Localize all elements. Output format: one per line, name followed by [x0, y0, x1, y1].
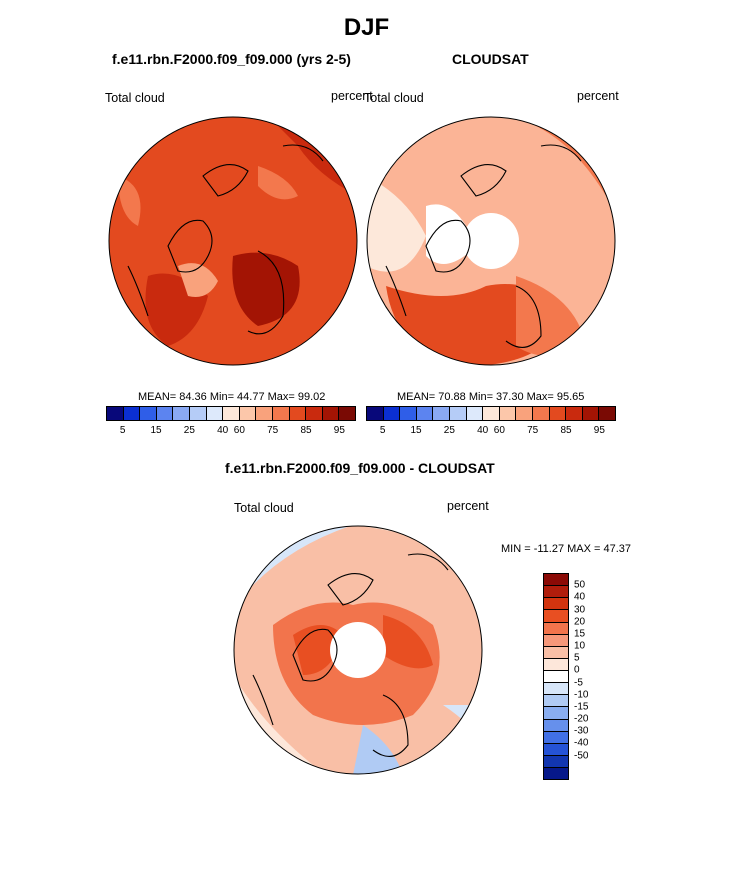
- colorbar-tick-label: 85: [560, 425, 572, 436]
- colorbar-tick-label: 5: [379, 425, 386, 436]
- colorbar-tick-label: 60: [233, 425, 245, 436]
- colorbar-tick-label: 15: [410, 425, 422, 436]
- panel-2-variable-label: Total cloud: [364, 91, 424, 105]
- colorbar-swatch: [544, 646, 568, 659]
- colorbar-swatch: [499, 407, 517, 420]
- colorbar-swatch: [532, 407, 550, 420]
- colorbar-swatch: [400, 407, 417, 420]
- colorbar-tick-label: -5: [574, 677, 583, 689]
- colorbar-swatch: [582, 407, 600, 420]
- colorbar-swatch: [544, 707, 568, 720]
- colorbar-tick-label: -20: [574, 713, 589, 725]
- colorbar-swatch: [189, 407, 207, 420]
- colorbar-swatch: [383, 407, 401, 420]
- colorbar-swatch: [544, 658, 568, 671]
- colorbar-tick-label: 30: [574, 604, 586, 616]
- colorbar-tick-label: 95: [333, 425, 345, 436]
- panel-1-variable-label: Total cloud: [105, 91, 165, 105]
- colorbar-swatch: [544, 634, 568, 647]
- panel-2-subtitle: CLOUDSAT: [452, 51, 529, 67]
- diff-minmax: MIN = -11.27 MAX = 47.37: [501, 543, 632, 555]
- colorbar-swatch: [107, 407, 124, 420]
- panel-1-polar-map: [108, 116, 358, 366]
- colorbar-swatch: [544, 743, 568, 756]
- panel-1-units-label: percent: [331, 89, 373, 103]
- colorbar-swatch: [566, 407, 583, 420]
- colorbar-swatch: [416, 407, 434, 420]
- colorbar-tick-label: 10: [574, 640, 586, 652]
- colorbar-tick-label: 0: [574, 664, 580, 676]
- diff-polar-map: [233, 525, 483, 775]
- colorbar-tick-label: 75: [527, 425, 539, 436]
- colorbar-swatch: [516, 407, 533, 420]
- colorbar-swatch: [223, 407, 240, 420]
- colorbar-tick-label: 85: [300, 425, 312, 436]
- diff-variable-label: Total cloud: [234, 501, 294, 515]
- colorbar-tick-label: -10: [574, 689, 589, 701]
- colorbar-swatch: [549, 407, 567, 420]
- colorbar-swatch: [544, 622, 568, 635]
- colorbar-tick-label: 50: [574, 579, 586, 591]
- colorbar-tick-label: 95: [593, 425, 605, 436]
- colorbar-tick-label: -15: [574, 701, 589, 713]
- colorbar-swatch: [123, 407, 141, 420]
- panel-2-units-label: percent: [577, 89, 619, 103]
- colorbar-swatch: [544, 755, 568, 768]
- colorbar-swatch: [544, 731, 568, 744]
- colorbar-swatch: [339, 407, 355, 420]
- colorbar-swatch: [466, 407, 484, 420]
- colorbar-tick-label: 25: [183, 425, 195, 436]
- diff-subtitle: f.e11.rbn.F2000.f09_f09.000 - CLOUDSAT: [225, 460, 495, 476]
- colorbar-swatch: [544, 671, 568, 684]
- colorbar-swatch: [322, 407, 340, 420]
- colorbar-tick-label: -40: [574, 737, 589, 749]
- colorbar-tick-label: 5: [119, 425, 126, 436]
- colorbar-tick-label: 5: [574, 652, 580, 664]
- colorbar-swatch: [544, 683, 568, 696]
- colorbar-swatch: [544, 610, 568, 623]
- colorbar-swatch: [544, 695, 568, 708]
- panel-2-colorbar: [366, 406, 616, 421]
- figure-title: DJF: [343, 14, 390, 41]
- panel-2-polar-map: [366, 116, 616, 366]
- colorbar-swatch: [544, 598, 568, 611]
- colorbar-swatch: [256, 407, 273, 420]
- colorbar-tick-label: 25: [443, 425, 455, 436]
- colorbar-tick-label: -50: [574, 750, 589, 762]
- colorbar-swatch: [239, 407, 257, 420]
- colorbar-tick-label: 40: [477, 425, 489, 436]
- colorbar-swatch: [433, 407, 450, 420]
- colorbar-tick-label: 20: [574, 616, 586, 628]
- panel-2-stats: MEAN= 70.88 Min= 37.30 Max= 95.65: [397, 391, 585, 403]
- colorbar-swatch: [544, 719, 568, 732]
- colorbar-tick-label: -30: [574, 725, 589, 737]
- diff-units-label: percent: [447, 499, 489, 513]
- colorbar-swatch: [140, 407, 157, 420]
- colorbar-swatch: [544, 586, 568, 599]
- colorbar-swatch: [367, 407, 384, 420]
- panel-1-subtitle: f.e11.rbn.F2000.f09_f09.000 (yrs 2-5): [112, 51, 351, 67]
- colorbar-swatch: [544, 768, 568, 780]
- diff-colorbar: [543, 573, 569, 780]
- colorbar-swatch: [599, 407, 615, 420]
- colorbar-swatch: [449, 407, 467, 420]
- colorbar-swatch: [156, 407, 174, 420]
- colorbar-swatch: [289, 407, 307, 420]
- colorbar-tick-label: 40: [574, 591, 586, 603]
- colorbar-swatch: [272, 407, 290, 420]
- colorbar-swatch: [483, 407, 500, 420]
- panel-1-stats: MEAN= 84.36 Min= 44.77 Max= 99.02: [138, 391, 326, 403]
- colorbar-tick-label: 15: [574, 628, 586, 640]
- colorbar-tick-label: 40: [217, 425, 229, 436]
- panel-1-colorbar: [106, 406, 356, 421]
- colorbar-swatch: [306, 407, 323, 420]
- colorbar-swatch: [173, 407, 190, 420]
- colorbar-swatch: [206, 407, 224, 420]
- colorbar-tick-label: 15: [150, 425, 162, 436]
- colorbar-tick-label: 75: [267, 425, 279, 436]
- colorbar-swatch: [544, 574, 568, 587]
- colorbar-tick-label: 60: [493, 425, 505, 436]
